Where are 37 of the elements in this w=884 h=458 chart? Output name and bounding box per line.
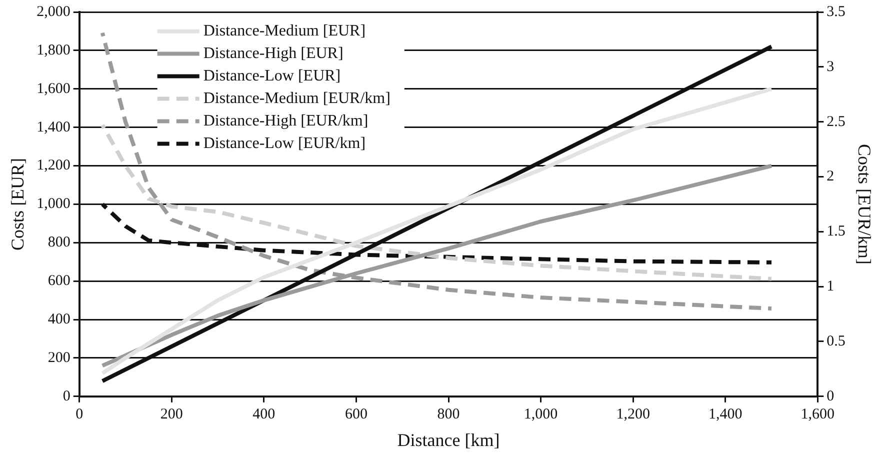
x-tick-label: 1,400 — [708, 406, 742, 422]
x-tick-label: 200 — [160, 406, 183, 422]
legend-label: Distance-Low [EUR/km] — [203, 134, 366, 152]
x-tick-label: 400 — [252, 406, 276, 422]
y2-tick-label: 0.5 — [826, 333, 846, 350]
y2-axis-title: Costs [EUR/km] — [854, 144, 874, 264]
legend-label: Distance-Medium [EUR] — [203, 22, 366, 40]
x-tick-label: 800 — [437, 406, 460, 422]
legend-label: Distance-High [EUR/km] — [203, 112, 368, 130]
y2-tick-label: 1.5 — [826, 224, 846, 240]
x-tick-label: 1,200 — [616, 406, 650, 422]
y2-tick-label: 0 — [826, 388, 834, 404]
x-axis-title: Distance [km] — [397, 430, 500, 450]
y2-tick-label: 2.5 — [826, 114, 846, 130]
y-tick-label: 600 — [48, 273, 70, 290]
y-tick-label: 1,200 — [36, 158, 70, 174]
y-tick-label: 200 — [48, 350, 70, 366]
y-tick-label: 400 — [48, 311, 70, 328]
y2-tick-label: 3.5 — [826, 4, 846, 20]
y-tick-label: 800 — [48, 234, 70, 251]
y-tick-label: 0 — [62, 388, 70, 404]
y-tick-label: 1,400 — [36, 119, 70, 136]
y-tick-label: 2,000 — [36, 4, 70, 20]
legend-label: Distance-Medium [EUR/km] — [203, 90, 390, 107]
legend-label: Distance-High [EUR] — [203, 44, 344, 62]
x-tick-label: 1,000 — [524, 406, 558, 422]
y2-tick-label: 3 — [826, 58, 834, 75]
y-tick-label: 1,800 — [36, 42, 70, 58]
y-tick-label: 1,600 — [36, 80, 70, 97]
y2-tick-label: 1 — [826, 278, 834, 295]
y-axis-title: Costs [EUR] — [8, 158, 28, 250]
x-tick-label: 1,600 — [800, 406, 835, 422]
legend-label: Distance-Low [EUR] — [203, 67, 341, 84]
x-tick-label: 600 — [344, 406, 368, 422]
y-tick-label: 1,000 — [36, 196, 70, 212]
x-tick-label: 0 — [76, 406, 84, 422]
y2-tick-label: 2 — [826, 168, 834, 185]
